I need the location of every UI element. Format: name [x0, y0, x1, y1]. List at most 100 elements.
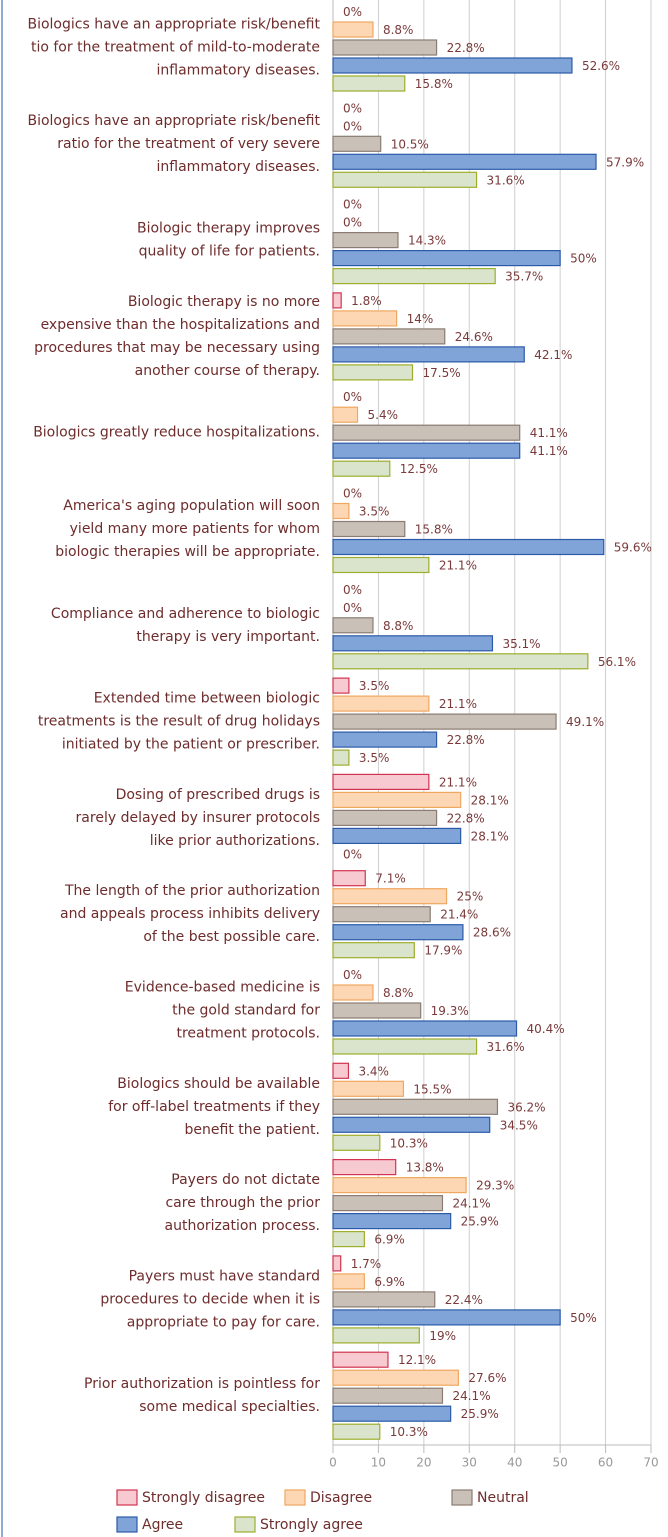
value-label: 41.1% [530, 426, 568, 440]
bar [332, 1309, 561, 1326]
value-label: 42.1% [534, 348, 572, 362]
value-label: 15.8% [415, 523, 453, 537]
value-label: 13.8% [406, 1161, 444, 1175]
value-label: 10.5% [391, 137, 429, 151]
value-label: 24.1% [452, 1389, 490, 1403]
value-label: 0% [343, 583, 362, 597]
bar [332, 827, 462, 845]
bar [332, 1176, 467, 1194]
value-label: 6.9% [374, 1275, 405, 1289]
category-label: Prior authorization is pointless for [84, 1376, 320, 1392]
bar [332, 1423, 381, 1440]
bar [332, 268, 496, 285]
bar [332, 695, 430, 712]
category-label: authorization process. [165, 1218, 320, 1234]
bar [332, 1158, 397, 1176]
legend-swatch [451, 1489, 473, 1506]
category-label: for off-label treatments if they [108, 1099, 320, 1115]
value-label: 19% [429, 1329, 456, 1343]
bar [332, 617, 374, 634]
value-label: 22.8% [447, 811, 485, 825]
bar [332, 1351, 389, 1368]
value-label: 57.9% [606, 155, 644, 169]
value-label: 21.1% [439, 559, 477, 573]
bar [332, 346, 525, 363]
category-label: Payers do not dictate [171, 1172, 320, 1188]
bar [332, 250, 561, 267]
value-label: 36.2% [507, 1100, 545, 1114]
value-label: 41.1% [530, 444, 568, 458]
bar [332, 984, 374, 1001]
value-label: 5.4% [368, 408, 399, 422]
bar [332, 870, 366, 887]
bar [332, 442, 521, 459]
bar [332, 1038, 478, 1055]
value-label: 22.4% [445, 1293, 483, 1307]
value-label: 40.4% [527, 1022, 565, 1036]
value-label: 10.3% [390, 1425, 428, 1439]
legend-label: Neutral [477, 1490, 529, 1506]
bar [332, 556, 430, 574]
value-label: 28.1% [471, 793, 509, 807]
category-label: Compliance and adherence to biologic [51, 606, 320, 622]
bar [332, 39, 438, 56]
value-label: 21.1% [439, 697, 477, 711]
category-label: treatment protocols. [176, 1026, 320, 1042]
category-label: inflammatory diseases. [157, 159, 320, 175]
value-label: 0% [343, 198, 362, 212]
value-label: 1.7% [351, 1257, 382, 1271]
legend-label: Agree [142, 1517, 183, 1533]
bar [332, 1230, 365, 1248]
bar [332, 406, 359, 423]
value-label: 0% [343, 390, 362, 404]
value-label: 29.3% [476, 1179, 514, 1193]
value-label: 31.6% [487, 1040, 525, 1054]
category-label: Biologic therapy is no more [128, 294, 320, 310]
bar [332, 1405, 452, 1422]
bar [332, 1020, 518, 1037]
value-label: 14.3% [408, 234, 446, 248]
category-label: benefit the patient. [185, 1122, 320, 1138]
category-label: quality of life for patients. [139, 244, 320, 260]
bar [332, 906, 431, 923]
category-label: The length of the prior authorization [64, 883, 320, 899]
bar [332, 57, 573, 74]
value-label: 27.6% [468, 1371, 506, 1385]
bar [332, 749, 350, 766]
bar [332, 1098, 499, 1115]
value-label: 12.5% [400, 462, 438, 476]
bar [332, 1255, 342, 1272]
bar [332, 135, 382, 152]
value-label: 24.1% [452, 1197, 490, 1211]
x-tick-label: 60 [598, 1456, 613, 1470]
bar [332, 1387, 444, 1404]
value-label: 56.1% [598, 655, 636, 669]
value-label: 25.9% [461, 1215, 499, 1229]
x-tick-label: 70 [643, 1456, 658, 1470]
value-label: 21.1% [439, 775, 477, 789]
value-label: 10.3% [390, 1136, 428, 1150]
bar [332, 713, 557, 730]
value-label: 50% [570, 252, 597, 266]
category-label: and appeals process inhibits delivery [60, 906, 320, 922]
category-label: treatments is the result of drug holiday… [38, 714, 320, 730]
value-label: 3.4% [358, 1064, 389, 1078]
category-label: appropriate to pay for care. [127, 1314, 320, 1330]
value-label: 8.8% [383, 986, 414, 1000]
bar [332, 1002, 422, 1019]
bar [332, 328, 446, 345]
category-label: Dosing of prescribed drugs is [116, 787, 320, 803]
bar [332, 773, 430, 791]
value-label: 19.3% [431, 1004, 469, 1018]
value-label: 35.1% [502, 637, 540, 651]
value-label: 3.5% [359, 679, 390, 693]
value-label: 34.5% [500, 1118, 538, 1132]
bar [332, 538, 605, 556]
value-label: 59.6% [614, 541, 652, 555]
category-label: another course of therapy. [135, 363, 320, 379]
value-label: 14% [407, 312, 434, 326]
category-label: rarely delayed by insurer protocols [76, 810, 320, 826]
value-label: 0% [343, 216, 362, 230]
value-label: 17.5% [423, 366, 461, 380]
